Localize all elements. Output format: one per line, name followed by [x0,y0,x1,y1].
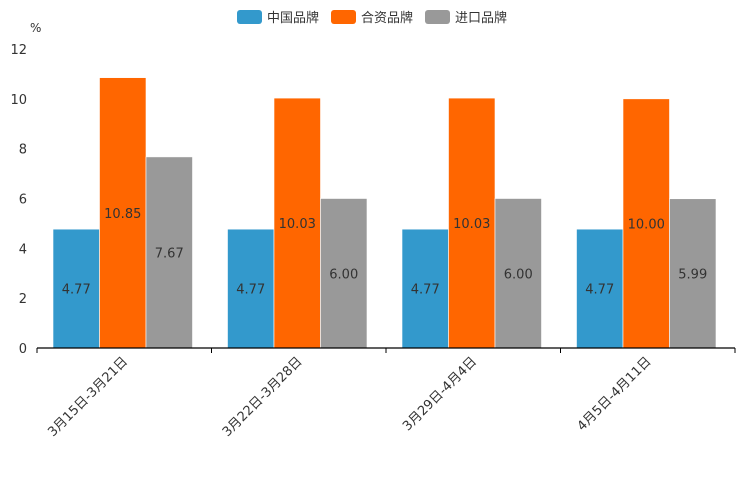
bar-value-label: 10.00 [628,217,665,232]
bar-china-brand [576,228,624,349]
bar-value-label: 4.77 [236,283,265,298]
bar-jv-brand [273,97,321,349]
y-axis-unit-label: % [30,21,42,35]
y-tick-label: 2 [19,292,27,307]
bar-value-label: 6.00 [504,267,533,282]
bar-import-brand [669,198,717,349]
bar-jv-brand [99,77,147,349]
bar-value-label: 6.00 [329,267,358,282]
bar-china-brand [227,228,275,349]
bar-import-brand [494,198,542,349]
legend-item-china-brand[interactable]: 中国品牌 [236,7,319,26]
legend-swatch-import-brand [425,9,450,24]
x-tick-label: 3月15日-3月21日 [45,354,131,440]
bar-value-label: 10.85 [104,207,141,222]
legend-item-jv-brand[interactable]: 合资品牌 [330,7,413,26]
bar-import-brand [145,156,193,349]
y-tick-label: 8 [19,143,27,158]
bar-value-label: 4.77 [62,283,91,298]
bar-value-label: 10.03 [279,217,316,232]
bar-value-label: 7.67 [155,246,184,261]
x-tick-label: 3月29日-4月4日 [400,354,480,434]
legend-label-import-brand: 进口品牌 [455,11,508,26]
legend-swatch-jv-brand [330,9,356,24]
bar-value-label: 10.03 [453,217,490,232]
y-tick-label: 12 [10,43,27,58]
bar-value-label: 4.77 [411,283,440,298]
bar-china-brand [401,228,449,349]
chart-legend: 中国品牌 合资品牌 进口品牌 [0,7,744,26]
x-tick-label: 3月22日-3月28日 [220,354,306,440]
legend-label-china-brand: 中国品牌 [266,11,319,26]
legend-swatch-china-brand [236,9,262,24]
legend-item-import-brand[interactable]: 进口品牌 [425,7,507,26]
bar-value-label: 4.77 [585,283,614,298]
legend-label-jv-brand: 合资品牌 [360,11,413,26]
x-tick-label: 4月5日-4月11日 [575,354,655,434]
y-tick-label: 0 [19,342,27,357]
bar-value-label: 5.99 [678,267,707,282]
bar-import-brand [320,198,368,349]
y-tick-label: 6 [19,193,27,208]
y-tick-label: 4 [19,242,27,257]
y-tick-label: 10 [10,93,27,108]
